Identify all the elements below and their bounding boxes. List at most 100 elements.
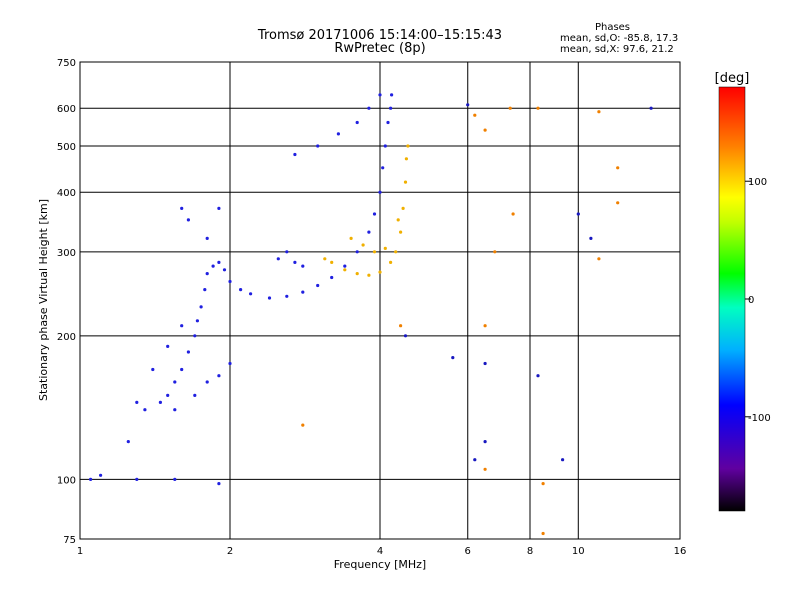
data-point bbox=[217, 374, 221, 378]
data-point bbox=[367, 106, 371, 110]
data-point bbox=[403, 180, 408, 184]
data-point bbox=[173, 380, 177, 384]
data-point bbox=[399, 230, 403, 234]
data-point bbox=[180, 206, 184, 210]
colorbar-ticks: 100 0 -100 bbox=[745, 177, 771, 424]
y-axis-label: Stationary phase Virtual Height [km] bbox=[37, 199, 50, 401]
data-point bbox=[249, 292, 253, 296]
data-point bbox=[361, 243, 365, 247]
colorbar-tick-label: 0 bbox=[748, 295, 754, 306]
data-point bbox=[158, 400, 162, 404]
data-point bbox=[355, 120, 359, 125]
data-point bbox=[276, 257, 280, 261]
data-point bbox=[151, 367, 155, 372]
data-point bbox=[466, 103, 470, 107]
data-point bbox=[330, 275, 334, 280]
data-point bbox=[406, 144, 410, 148]
data-point bbox=[511, 212, 515, 216]
data-point bbox=[378, 190, 382, 194]
data-point bbox=[541, 531, 545, 536]
data-point bbox=[267, 296, 272, 300]
grid bbox=[80, 62, 680, 539]
data-point bbox=[589, 236, 593, 240]
y-tick-label: 100 bbox=[57, 475, 76, 486]
data-point bbox=[195, 319, 199, 323]
data-point bbox=[399, 324, 403, 328]
data-point bbox=[381, 166, 385, 170]
data-point bbox=[293, 152, 297, 157]
data-point bbox=[483, 361, 487, 366]
data-point bbox=[536, 106, 540, 110]
data-point bbox=[349, 236, 353, 240]
data-point bbox=[285, 250, 289, 254]
data-point bbox=[301, 264, 305, 268]
data-point bbox=[367, 273, 371, 277]
data-point bbox=[99, 473, 103, 477]
colorbar-tick-label: 100 bbox=[748, 177, 767, 188]
data-point bbox=[180, 367, 184, 372]
data-point bbox=[217, 482, 221, 486]
data-point bbox=[403, 334, 408, 338]
data-point bbox=[508, 106, 512, 110]
data-point bbox=[390, 93, 394, 97]
data-point bbox=[394, 250, 398, 254]
tick-labels: 1 2 4 6 8 10 16 75 100 200 300 400 500 600 750 bbox=[57, 58, 686, 557]
y-tick-label: 600 bbox=[57, 104, 76, 115]
data-point bbox=[222, 268, 227, 272]
chart-title: Tromsø 20171006 15:14:00–15:15:43 bbox=[257, 28, 503, 43]
data-point bbox=[483, 324, 487, 328]
y-tick-label: 200 bbox=[57, 332, 76, 343]
data-point bbox=[389, 260, 393, 264]
y-tick-label: 500 bbox=[57, 142, 76, 153]
x-axis-label: Frequency [MHz] bbox=[334, 558, 426, 571]
data-point bbox=[372, 212, 377, 216]
data-point bbox=[166, 393, 170, 397]
data-point bbox=[355, 272, 359, 276]
data-point bbox=[205, 236, 209, 240]
data-point bbox=[323, 257, 327, 261]
data-point bbox=[217, 206, 221, 210]
data-point bbox=[597, 110, 601, 114]
data-point bbox=[597, 257, 601, 261]
data-point bbox=[193, 393, 197, 397]
x-tick-label: 10 bbox=[572, 546, 585, 557]
data-point bbox=[386, 120, 390, 125]
data-point bbox=[135, 477, 139, 481]
y-tick-label: 400 bbox=[57, 188, 76, 199]
data-point bbox=[483, 128, 487, 132]
data-point bbox=[193, 334, 197, 338]
data-point bbox=[473, 458, 477, 462]
data-point bbox=[217, 260, 221, 264]
x-tick-label: 8 bbox=[527, 546, 533, 557]
data-point bbox=[199, 305, 203, 309]
data-point bbox=[205, 272, 209, 276]
data-point bbox=[330, 260, 334, 264]
data-point bbox=[293, 260, 297, 264]
x-tick-label: 4 bbox=[377, 546, 383, 557]
data-point bbox=[404, 157, 408, 161]
data-point bbox=[166, 344, 170, 348]
data-point bbox=[401, 206, 405, 210]
x-tick-label: 2 bbox=[227, 546, 233, 557]
data-point bbox=[211, 264, 215, 268]
data-point bbox=[451, 356, 455, 360]
data-point bbox=[561, 458, 565, 462]
data-point bbox=[301, 423, 305, 427]
phase-x-stats: mean, sd,X: 97.6, 21.2 bbox=[560, 44, 674, 55]
data-point bbox=[383, 246, 387, 250]
data-point bbox=[536, 374, 540, 378]
data-point bbox=[378, 93, 382, 97]
data-point bbox=[126, 440, 130, 444]
y-tick-label: 750 bbox=[57, 58, 76, 69]
data-point bbox=[483, 440, 487, 444]
data-point bbox=[389, 106, 393, 110]
data-point bbox=[383, 144, 387, 148]
data-point bbox=[228, 361, 232, 366]
data-point bbox=[173, 408, 177, 412]
data-point bbox=[343, 264, 347, 268]
phase-o-stats: mean, sd,O: -85.8, 17.3 bbox=[560, 33, 679, 44]
phase-heading: Phases bbox=[594, 22, 631, 33]
data-point bbox=[396, 218, 400, 222]
data-point bbox=[336, 132, 340, 136]
data-point bbox=[541, 482, 545, 486]
